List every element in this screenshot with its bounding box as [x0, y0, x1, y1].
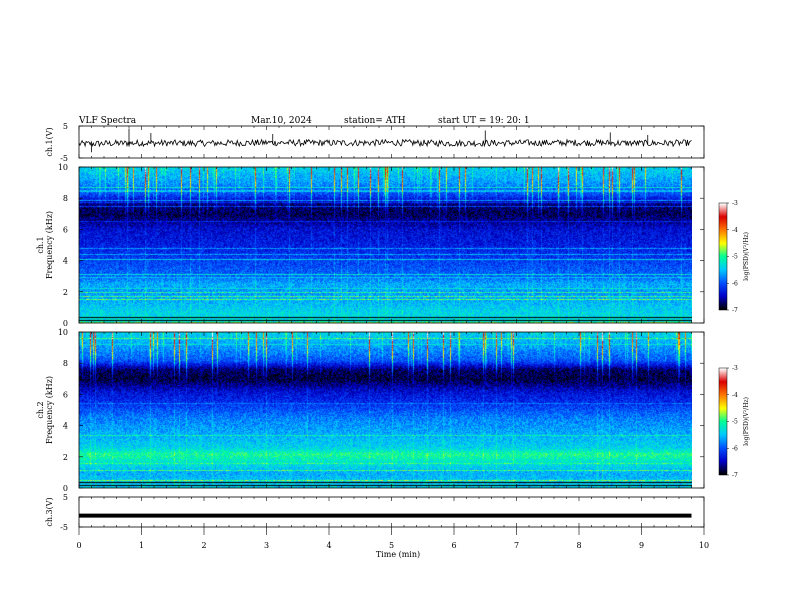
ch2-spectrogram-ytick: 2	[63, 453, 68, 462]
x-tick-label: 5	[389, 541, 394, 550]
ch2-spectrogram-colorbar-tick: -6	[732, 445, 738, 452]
ch1-spectrogram-colorbar	[719, 203, 727, 310]
ch1-spectrogram-ytick: 2	[63, 288, 68, 297]
x-axis-label: Time (min)	[376, 550, 420, 559]
ch2-spectrogram-ytick: 10	[58, 328, 68, 337]
ch2-spectrogram-colorbar-tick: -3	[732, 365, 738, 372]
ch1-spectrogram-ytick: 0	[63, 319, 68, 328]
ch2-spectrogram-ytick: 8	[63, 359, 68, 368]
x-tick-label: 8	[576, 541, 581, 550]
ch1-spectrogram-ytick: 8	[63, 194, 68, 203]
x-tick-label: 2	[201, 541, 206, 550]
figure-title: VLF Spectra	[78, 116, 137, 126]
ch1-spectrogram-ytick: 4	[63, 257, 68, 266]
ch2-spectrogram-colorbar-tick: -4	[732, 392, 738, 399]
ch1-spectrogram-ytick: 10	[58, 163, 68, 172]
ch1-spectrogram-image	[79, 167, 692, 323]
ch2-spectrogram-ytick: 6	[63, 390, 68, 399]
ch1-waveform-trace	[78, 138, 692, 148]
ch2-spectrogram-image	[79, 332, 692, 488]
ch1-waveform-ytick: -5	[60, 154, 68, 163]
ch2-spectrogram-ylabel: ch.2Frequency (kHz)	[36, 376, 54, 444]
x-tick-label: 3	[264, 541, 269, 550]
start-ut-label: start UT = 19: 20: 1	[438, 116, 530, 126]
ch1-spectrogram-colorbar-tick: -7	[732, 307, 738, 314]
date-label: Mar.10, 2024	[251, 116, 312, 126]
ch2-spectrogram-colorbar	[719, 368, 727, 475]
x-tick-label: 7	[514, 541, 519, 550]
x-tick-label: 1	[139, 541, 144, 550]
ch1-spectrogram-ytick: 6	[63, 225, 68, 234]
x-tick-label: 9	[639, 541, 644, 550]
ch1-waveform-ylabel: ch.1(V)	[45, 127, 54, 156]
ch1-spectrogram-ylabel: ch.1Frequency (kHz)	[36, 211, 54, 279]
ch1-spectrogram-colorbar-label: log(PSD)(V²/Hz)	[743, 232, 750, 281]
ch1-spectrogram-colorbar-tick: -3	[732, 200, 738, 207]
ch2-spectrogram-ytick: 4	[63, 422, 68, 431]
x-tick-label: 0	[76, 541, 81, 550]
x-tick-label: 10	[699, 541, 709, 550]
ch2-spectrogram-ytick: 0	[63, 484, 68, 493]
ch1-spectrogram-colorbar-tick: -5	[732, 254, 738, 261]
ch3-waveform-frame	[78, 496, 705, 528]
x-tick-label: 4	[326, 541, 331, 550]
x-tick-label: 6	[451, 541, 456, 550]
ch1-waveform-ytick: 5	[63, 122, 68, 131]
ch1-spectrogram-colorbar-tick: -4	[732, 227, 738, 234]
ch2-spectrogram-colorbar-tick: -7	[732, 472, 738, 479]
ch1-spectrogram-colorbar-tick: -6	[732, 280, 738, 287]
ch3-waveform-ytick: -5	[60, 523, 68, 532]
ch3-waveform-ytick: 5	[63, 493, 68, 502]
ch2-spectrogram-colorbar-label: log(PSD)(V²/Hz)	[743, 397, 750, 446]
ch2-spectrogram-colorbar-tick: -5	[732, 419, 738, 426]
station-label: station= ATH	[344, 116, 406, 126]
ch3-waveform-ylabel: ch.3(V)	[45, 497, 54, 526]
